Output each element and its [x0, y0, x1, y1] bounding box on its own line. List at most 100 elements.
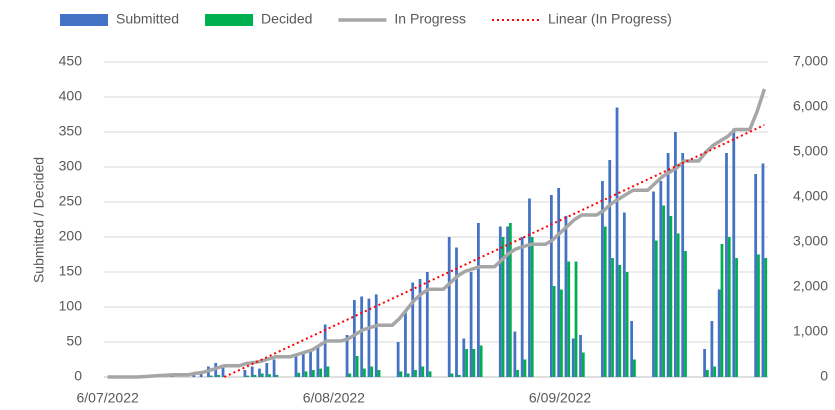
- bar: [705, 370, 709, 377]
- bar: [450, 373, 454, 377]
- bar: [425, 272, 429, 377]
- bar: [367, 298, 371, 377]
- bar: [764, 258, 768, 377]
- y2-tick-label: 4,000: [793, 188, 828, 204]
- bar: [311, 370, 315, 377]
- bar: [727, 237, 731, 377]
- y2-tick-label: 7,000: [793, 53, 828, 69]
- bar: [662, 205, 665, 377]
- y-tick-label: 250: [59, 193, 83, 209]
- y-tick-label: 100: [59, 298, 83, 314]
- y2-tick-label: 3,000: [793, 233, 828, 249]
- y2-tick-label: 5,000: [793, 143, 828, 159]
- bar: [579, 335, 582, 377]
- y-tick-label: 0: [74, 368, 82, 384]
- bar: [669, 216, 673, 377]
- legend-label: In Progress: [394, 11, 466, 27]
- bar: [713, 366, 717, 377]
- bar: [301, 352, 305, 377]
- line: [107, 88, 767, 379]
- bar: [622, 212, 626, 377]
- bar: [717, 289, 721, 377]
- bar: [676, 233, 680, 377]
- bar: [684, 251, 687, 377]
- bar: [513, 331, 517, 377]
- bar: [761, 163, 765, 377]
- x-tick-label: 6/09/2022: [529, 390, 591, 406]
- bar: [370, 366, 374, 377]
- x-tick-label: 6/07/2022: [76, 390, 138, 406]
- y2-tick-label: 2,000: [793, 278, 828, 294]
- bar: [560, 289, 563, 377]
- y2-tick-label: 6,000: [793, 98, 828, 114]
- bar: [253, 374, 257, 377]
- bar: [355, 356, 359, 377]
- bar: [630, 321, 634, 377]
- bar: [465, 349, 468, 377]
- bar: [275, 374, 279, 377]
- bar: [501, 237, 505, 377]
- bar: [462, 338, 466, 377]
- bar: [530, 237, 534, 377]
- bar: [557, 188, 561, 377]
- bar: [652, 191, 655, 377]
- legend-swatch: [60, 14, 108, 26]
- bar: [618, 265, 622, 377]
- bar: [498, 226, 502, 377]
- bar: [508, 223, 512, 377]
- x-tick-label: 6/08/2022: [303, 390, 365, 406]
- bar: [703, 349, 706, 377]
- bar: [243, 370, 247, 377]
- bar: [217, 374, 220, 377]
- legend-label: Submitted: [116, 11, 179, 27]
- bar: [268, 374, 271, 377]
- bar: [396, 342, 400, 377]
- bar: [323, 324, 327, 377]
- bar: [221, 364, 225, 377]
- bar: [552, 286, 556, 377]
- y-tick-label: 350: [59, 123, 83, 139]
- bar: [469, 272, 473, 377]
- bar: [319, 368, 323, 377]
- bar: [710, 321, 714, 377]
- bar: [523, 359, 527, 377]
- bar: [316, 345, 320, 377]
- legend-label: Linear (In Progress): [548, 11, 672, 27]
- bar: [272, 359, 276, 377]
- bar: [479, 345, 483, 377]
- bar: [265, 363, 269, 377]
- bar: [250, 366, 254, 377]
- bar: [520, 237, 524, 377]
- bar: [581, 352, 585, 377]
- bar: [574, 261, 578, 377]
- bar: [326, 366, 330, 377]
- bar: [455, 247, 458, 377]
- y-tick-label: 50: [66, 333, 82, 349]
- bar: [309, 349, 312, 377]
- bar: [406, 373, 410, 377]
- bar: [294, 356, 298, 377]
- bar: [199, 372, 203, 377]
- bar: [377, 370, 381, 377]
- bar: [654, 240, 658, 377]
- y-tick-label: 450: [59, 53, 83, 69]
- bar: [601, 181, 604, 377]
- trend-line: [223, 124, 765, 378]
- bar: [603, 226, 607, 377]
- bar: [404, 310, 407, 377]
- bar: [477, 223, 480, 377]
- bar: [374, 294, 378, 377]
- bar: [414, 370, 417, 377]
- bar: [428, 371, 432, 377]
- y-tick-label: 200: [59, 228, 83, 244]
- bar: [457, 374, 461, 377]
- bar: [754, 174, 758, 377]
- y-axis-label: Submitted / Decided: [31, 157, 47, 283]
- bar: [608, 160, 612, 377]
- bar: [633, 359, 636, 377]
- bar: [399, 371, 403, 377]
- bar: [720, 244, 724, 377]
- bar: [549, 195, 553, 377]
- y-tick-label: 400: [59, 88, 83, 104]
